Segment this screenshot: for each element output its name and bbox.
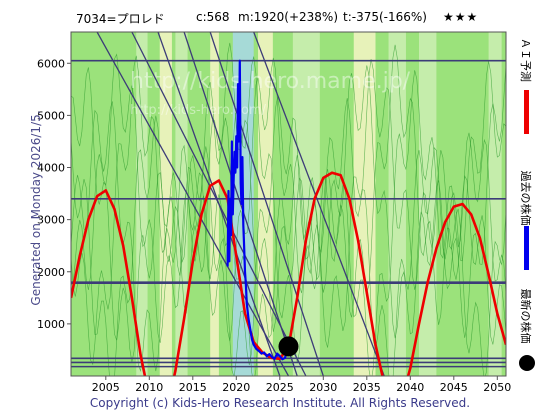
past-price-line: [226, 59, 290, 361]
chart-header: 7034=プロレド c:568 m:1920(+238%) t:-375(-16…: [60, 10, 500, 28]
max-label: m:1920(+238%): [238, 10, 338, 24]
noise-curve: [71, 64, 506, 376]
x-tick-label: 2045: [440, 381, 468, 394]
trend-line: [157, 32, 281, 376]
x-tick-label: 2020: [222, 381, 250, 394]
y-tick-label: 5000: [37, 109, 65, 122]
legend-forecast: ＡＩ予測: [516, 30, 544, 140]
trend-line: [209, 32, 324, 376]
rating-stars: ★★★: [443, 10, 479, 24]
background-band: [159, 32, 172, 376]
background-band: [419, 32, 437, 376]
latest-price-marker: [278, 336, 299, 357]
y-tick-label: 4000: [37, 162, 65, 175]
axes: 2005 2010 2015 2020 2025 2030 2035 2040 2045 2050…: [37, 57, 511, 394]
legend-past-swatch: [524, 226, 529, 270]
legend-forecast-swatch: [524, 90, 529, 134]
x-tick-label: 2010: [135, 381, 163, 394]
legend: ＡＩ予測 過去の株価 最新の株価: [516, 30, 544, 380]
legend-past: 過去の株価: [516, 171, 544, 290]
noise-curve: [71, 55, 506, 376]
noise-curve: [71, 42, 506, 376]
plot-area: http://kids-hero.mame.jp/http://kids-her…: [71, 32, 506, 376]
noise-curve: [71, 53, 506, 376]
min-label: t:-375(-166%): [343, 10, 427, 24]
plot-frame: [70, 31, 507, 377]
x-tick-label: 2005: [92, 381, 120, 394]
trend-line: [253, 32, 385, 376]
watermark-text: http://kids-hero.mame.jp/: [130, 69, 411, 94]
generated-label: Generated on Monday 2026/1/5.: [29, 110, 43, 306]
x-tick-label: 2025: [266, 381, 294, 394]
legend-latest-label: 最新の株価: [519, 288, 532, 344]
y-tick-label: 6000: [37, 57, 65, 70]
copyright-footer: Copyright (c) Kids-Hero Research Institu…: [89, 396, 471, 410]
trend-line: [96, 32, 290, 376]
ticker-label: 7034=プロレド: [76, 12, 165, 26]
current-price-label: c:568: [196, 10, 230, 24]
x-tick-label: 2035: [353, 381, 381, 394]
background-band: [175, 32, 188, 376]
watermark-text: http://kids-hero.com/: [130, 103, 267, 118]
legend-latest-marker: [519, 355, 535, 371]
x-tick-label: 2030: [309, 381, 337, 394]
y-tick-label: 1000: [37, 318, 65, 331]
background-band: [210, 32, 219, 376]
generated-label-box: Generated on Monday 2026/1/5.: [27, 95, 45, 325]
y-tick-label: 3000: [37, 214, 65, 227]
x-tick-label: 2050: [483, 381, 511, 394]
x-tick-label: 2040: [396, 381, 424, 394]
background-band: [136, 32, 148, 376]
y-tick-label: 2000: [37, 266, 65, 279]
x-tick-label: 2015: [179, 381, 207, 394]
legend-latest: 最新の株価: [516, 288, 544, 380]
